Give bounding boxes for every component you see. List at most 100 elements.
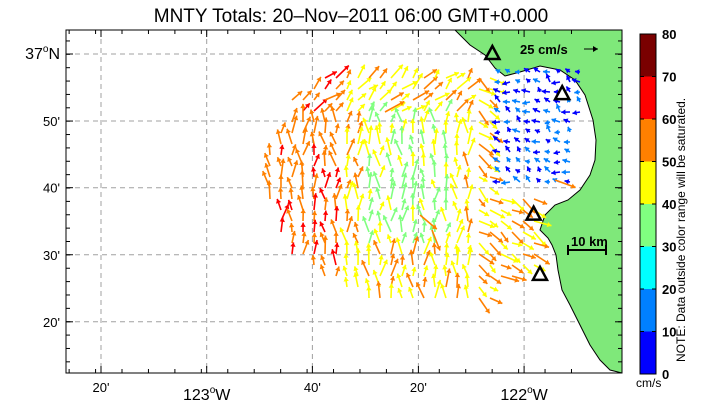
current-vector-head	[276, 198, 282, 204]
current-vector-head	[564, 148, 570, 154]
current-vector-head	[369, 105, 375, 111]
current-vector-head	[561, 109, 566, 115]
current-vector-head	[544, 243, 550, 249]
current-vector-head	[386, 234, 392, 240]
current-vector-head	[379, 145, 385, 151]
current-vector-head	[367, 188, 373, 194]
current-vector-head	[522, 100, 527, 106]
colorbar-segment	[640, 246, 656, 289]
current-vector-head	[534, 157, 540, 163]
current-vector-head	[454, 133, 460, 138]
current-vector-head	[410, 204, 416, 210]
current-vector-head	[365, 246, 372, 251]
current-vector-head	[277, 187, 284, 192]
current-vector-head	[380, 165, 386, 171]
current-vector-head	[425, 100, 430, 106]
current-vector-head	[382, 102, 388, 107]
current-vector-head	[371, 86, 377, 92]
current-vector-head	[443, 198, 449, 203]
current-vector-head	[431, 124, 437, 129]
current-vector-head	[429, 225, 435, 231]
current-vector-head	[441, 130, 447, 135]
current-vector-head	[345, 154, 351, 159]
current-vector-head	[410, 175, 416, 180]
station-marker	[530, 264, 550, 282]
current-vector-head	[442, 143, 448, 149]
current-vector-head	[318, 131, 324, 137]
current-vector-head	[275, 129, 282, 135]
x-tick-label: 40'	[304, 380, 321, 395]
current-vector-head	[434, 69, 440, 75]
current-vector-head	[467, 68, 473, 74]
current-vector-head	[498, 199, 504, 205]
current-vector-head	[380, 81, 386, 87]
current-vector-head	[511, 98, 517, 104]
current-vector-head	[491, 255, 497, 261]
colorbar-tick-label: 80	[662, 27, 676, 42]
current-vector-head	[327, 103, 333, 109]
current-vector-head	[291, 144, 297, 150]
current-vector-head	[454, 272, 461, 278]
current-vector-head	[413, 181, 419, 186]
current-vector-head	[427, 236, 432, 242]
current-vector-head	[332, 193, 338, 198]
current-vector-head	[339, 227, 345, 233]
land-mass	[454, 30, 622, 373]
current-vector-head	[561, 169, 566, 175]
current-vector-head	[319, 221, 325, 227]
current-vector-head	[544, 179, 550, 185]
saturation-note: NOTE: Data outside color range will be s…	[674, 97, 688, 362]
current-vector-head	[467, 218, 474, 224]
current-vector-head	[523, 68, 529, 73]
current-vector-head	[574, 89, 579, 95]
current-vector-head	[401, 198, 407, 204]
colorbar-segment	[640, 76, 656, 119]
current-vector-head	[505, 145, 511, 151]
current-vectors	[261, 64, 582, 314]
x-tick-label: 122oW	[500, 385, 548, 404]
current-vector-head	[344, 240, 350, 245]
current-vector-head	[516, 146, 522, 152]
current-vector-head	[461, 117, 467, 123]
current-vector-head	[429, 251, 435, 257]
current-vector-head	[481, 291, 487, 297]
current-vector-head	[343, 277, 349, 282]
current-vector-head	[401, 232, 407, 238]
current-vector-head	[330, 219, 336, 225]
current-vector-head	[424, 90, 430, 96]
current-vector-head	[524, 138, 530, 143]
current-vector-head	[335, 92, 341, 98]
current-vector-head	[532, 78, 538, 84]
current-vector-head	[362, 216, 368, 222]
current-vector-head	[352, 233, 358, 239]
current-vector-head	[348, 97, 354, 103]
current-vector-head	[361, 93, 367, 99]
current-vector-head	[353, 157, 358, 162]
current-vector-head	[450, 260, 456, 266]
current-vector-head	[412, 107, 418, 113]
current-vector-head	[502, 244, 508, 250]
current-vector-head	[352, 182, 358, 188]
current-vector-head	[536, 178, 542, 184]
current-vector-head	[413, 236, 420, 242]
current-vector-head	[377, 221, 383, 226]
current-vector-head	[320, 108, 326, 113]
current-vector-head	[518, 268, 524, 274]
current-vector-head	[433, 128, 439, 133]
current-vector-head	[329, 131, 335, 137]
current-vector-head	[513, 176, 519, 181]
current-vector-head	[515, 79, 521, 84]
colorbar-tick-label: 30	[662, 240, 676, 255]
current-vector-head	[347, 110, 353, 116]
current-vector-head	[545, 73, 551, 79]
current-vector-head	[300, 208, 306, 214]
current-vector-head	[524, 159, 530, 165]
current-vector-head	[348, 216, 354, 222]
current-vector-head	[506, 157, 512, 163]
current-vector-head	[374, 66, 380, 72]
current-vector-head	[386, 89, 392, 95]
current-vector-head	[542, 200, 548, 206]
current-vector-head	[310, 255, 317, 260]
current-vector-head	[517, 241, 523, 248]
current-vector-head	[554, 129, 559, 135]
